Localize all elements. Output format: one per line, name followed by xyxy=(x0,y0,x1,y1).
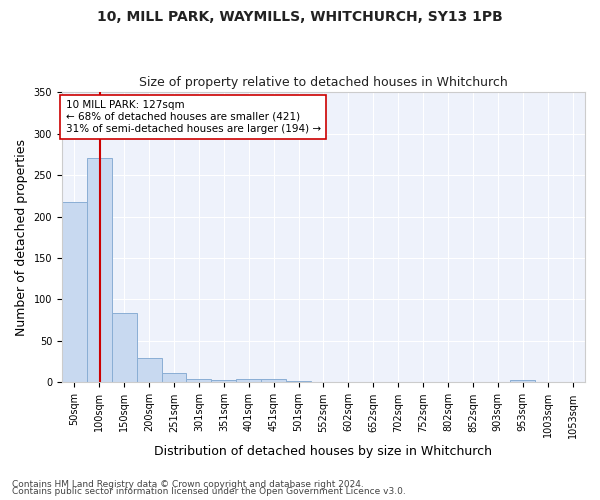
Bar xyxy=(87,158,112,382)
Bar xyxy=(510,380,535,382)
Text: Contains public sector information licensed under the Open Government Licence v3: Contains public sector information licen… xyxy=(12,487,406,496)
Bar xyxy=(187,379,211,382)
Bar xyxy=(236,379,261,382)
Text: 10 MILL PARK: 127sqm
← 68% of detached houses are smaller (421)
31% of semi-deta: 10 MILL PARK: 127sqm ← 68% of detached h… xyxy=(65,100,321,134)
Title: Size of property relative to detached houses in Whitchurch: Size of property relative to detached ho… xyxy=(139,76,508,90)
Bar xyxy=(112,313,137,382)
X-axis label: Distribution of detached houses by size in Whitchurch: Distribution of detached houses by size … xyxy=(154,444,493,458)
Text: Contains HM Land Registry data © Crown copyright and database right 2024.: Contains HM Land Registry data © Crown c… xyxy=(12,480,364,489)
Bar xyxy=(137,358,161,382)
Y-axis label: Number of detached properties: Number of detached properties xyxy=(15,139,28,336)
Text: 10, MILL PARK, WAYMILLS, WHITCHURCH, SY13 1PB: 10, MILL PARK, WAYMILLS, WHITCHURCH, SY1… xyxy=(97,10,503,24)
Bar xyxy=(261,379,286,382)
Bar xyxy=(161,372,187,382)
Bar xyxy=(211,380,236,382)
Bar xyxy=(62,202,87,382)
Bar xyxy=(286,381,311,382)
